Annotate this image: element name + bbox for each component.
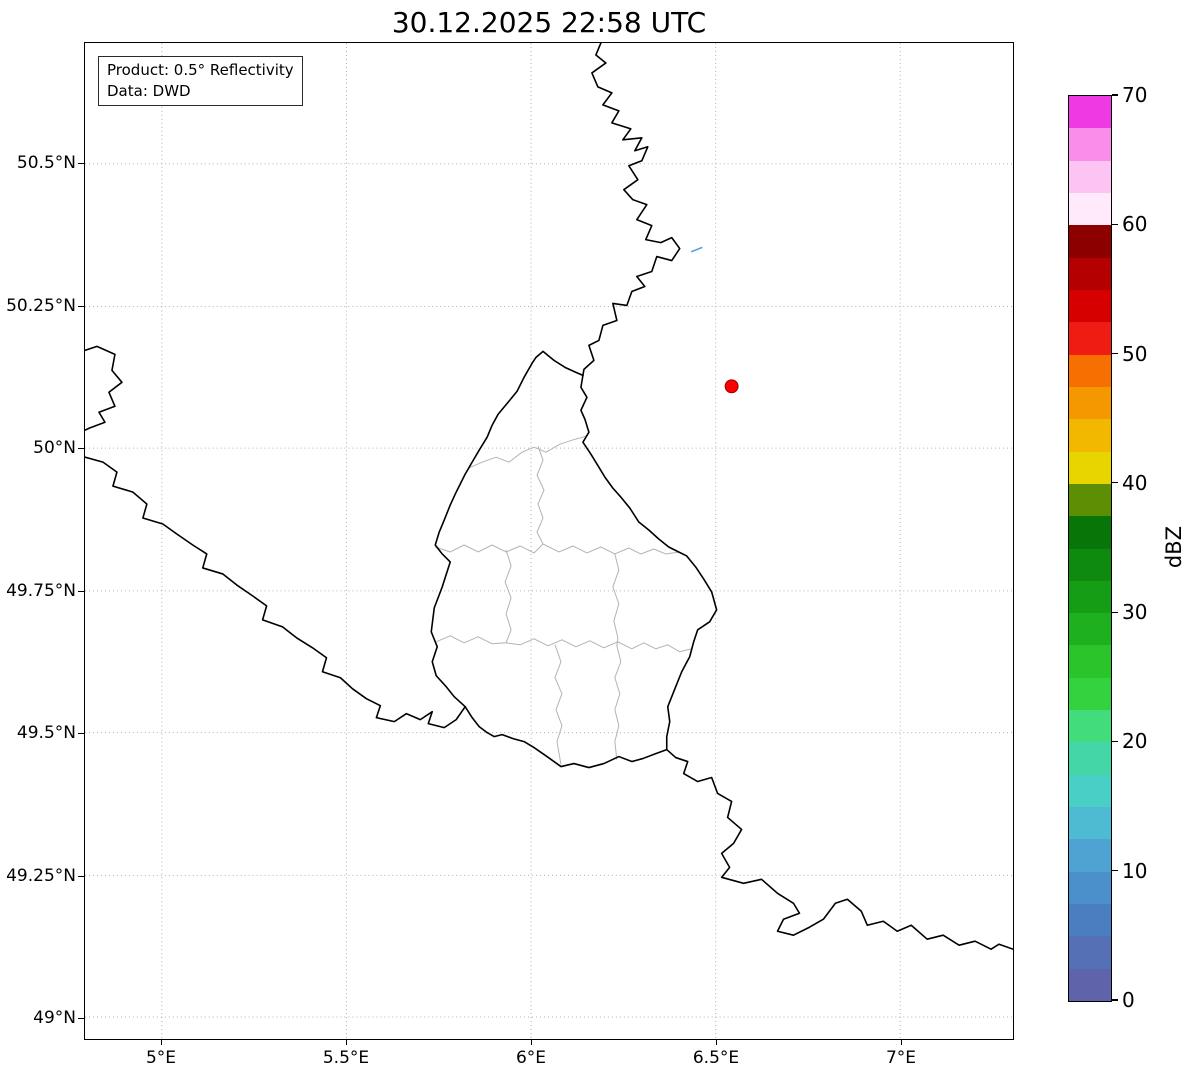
x-tick-mark	[715, 1040, 717, 1045]
x-tick-label: 5.5°E	[322, 1048, 370, 1068]
y-tick-label: 49.25°N	[6, 866, 76, 886]
colorbar-segment	[1069, 289, 1111, 323]
colorbar-segment	[1069, 806, 1111, 840]
x-tick-label: 6°E	[515, 1048, 547, 1068]
colorbar-segment	[1069, 741, 1111, 775]
y-tick-mark	[78, 875, 84, 877]
colorbar-tick-label: 70	[1122, 83, 1148, 107]
colorbar-segment	[1069, 450, 1111, 484]
colorbar-segment	[1069, 871, 1111, 905]
plot-title: 30.12.2025 22:58 UTC	[391, 6, 707, 39]
y-tick-label: 49.5°N	[16, 723, 76, 743]
colorbar-segment	[1069, 159, 1111, 193]
radar-location-marker	[724, 379, 739, 394]
y-tick-label: 49.75°N	[6, 581, 76, 601]
colorbar-segment	[1069, 192, 1111, 226]
colorbar-tick-label: 50	[1122, 341, 1148, 366]
colorbar-tick-label: 20	[1122, 729, 1148, 754]
y-tick-mark	[78, 305, 84, 307]
colorbar-segment	[1069, 224, 1111, 258]
colorbar-tick-label: 40	[1122, 470, 1148, 495]
y-tick-mark	[78, 162, 84, 164]
colorbar-segment	[1069, 903, 1111, 937]
product-info-line: Product: 0.5° Reflectivity	[107, 61, 294, 79]
y-tick-label: 50.5°N	[16, 153, 76, 173]
colorbar-tick-mark	[1112, 999, 1118, 1001]
colorbar	[1068, 95, 1112, 1002]
data-source-line: Data: DWD	[107, 81, 191, 100]
y-tick-label: 50.25°N	[6, 296, 76, 316]
luxembourg-canton-borders	[435, 435, 692, 765]
colorbar-segment	[1069, 256, 1111, 290]
y-tick-mark	[78, 590, 84, 592]
product-info-box: Product: 0.5° Reflectivity Data: DWD	[98, 56, 303, 107]
colorbar-tick-mark	[1112, 94, 1118, 96]
colorbar-segment	[1069, 967, 1111, 1001]
colorbar-segment	[1069, 96, 1111, 129]
colorbar-axis-label: dBZ	[1162, 525, 1186, 569]
grid-lines	[85, 43, 1013, 1039]
y-tick-label: 50°N	[33, 438, 76, 458]
y-tick-label: 49°N	[33, 1008, 76, 1028]
river-segment	[690, 246, 703, 253]
luxembourg-outline	[430, 350, 718, 769]
x-tick-mark	[345, 1040, 347, 1045]
x-tick-mark	[160, 1040, 162, 1045]
y-tick-mark	[78, 732, 84, 734]
y-tick-mark	[78, 447, 84, 449]
colorbar-segment	[1069, 580, 1111, 614]
colorbar-segment	[1069, 677, 1111, 711]
map-canvas	[85, 43, 1013, 1039]
colorbar-segment	[1069, 515, 1111, 549]
colorbar-segment	[1069, 353, 1111, 387]
colorbar-segment	[1069, 612, 1111, 646]
colorbar-segment	[1069, 644, 1111, 678]
colorbar-tick-mark	[1112, 482, 1118, 484]
colorbar-tick-mark	[1112, 223, 1118, 225]
border-belgium-germany	[582, 43, 681, 377]
border-france-belgium-givet	[85, 345, 123, 432]
colorbar-tick-mark	[1112, 870, 1118, 872]
colorbar-segment	[1069, 418, 1111, 452]
x-tick-label: 6.5°E	[692, 1048, 740, 1068]
colorbar-segment	[1069, 321, 1111, 355]
colorbar-tick-label: 10	[1122, 858, 1148, 883]
y-tick-mark	[78, 1017, 84, 1019]
colorbar-tick-mark	[1112, 352, 1118, 355]
colorbar-tick-mark	[1112, 611, 1118, 613]
x-tick-mark	[530, 1040, 532, 1045]
colorbar-tick-label: 0	[1122, 988, 1135, 1012]
colorbar-segment	[1069, 547, 1111, 581]
colorbar-segment	[1069, 386, 1111, 420]
x-tick-label: 7°E	[885, 1048, 917, 1068]
colorbar-tick-label: 60	[1122, 212, 1148, 237]
colorbar-segment	[1069, 483, 1111, 517]
colorbar-tick-mark	[1112, 740, 1118, 743]
border-france-germany	[665, 748, 1013, 950]
x-tick-mark	[900, 1040, 902, 1045]
colorbar-tick-label: 30	[1122, 600, 1148, 625]
map-plot-area: Product: 0.5° Reflectivity Data: DWD	[84, 42, 1014, 1040]
colorbar-segment	[1069, 838, 1111, 872]
border-france-belgium	[85, 456, 466, 729]
colorbar-segment	[1069, 935, 1111, 969]
colorbar-segment	[1069, 127, 1111, 161]
colorbar-segment	[1069, 774, 1111, 808]
colorbar-segment	[1069, 709, 1111, 743]
x-tick-label: 5°E	[145, 1048, 177, 1068]
